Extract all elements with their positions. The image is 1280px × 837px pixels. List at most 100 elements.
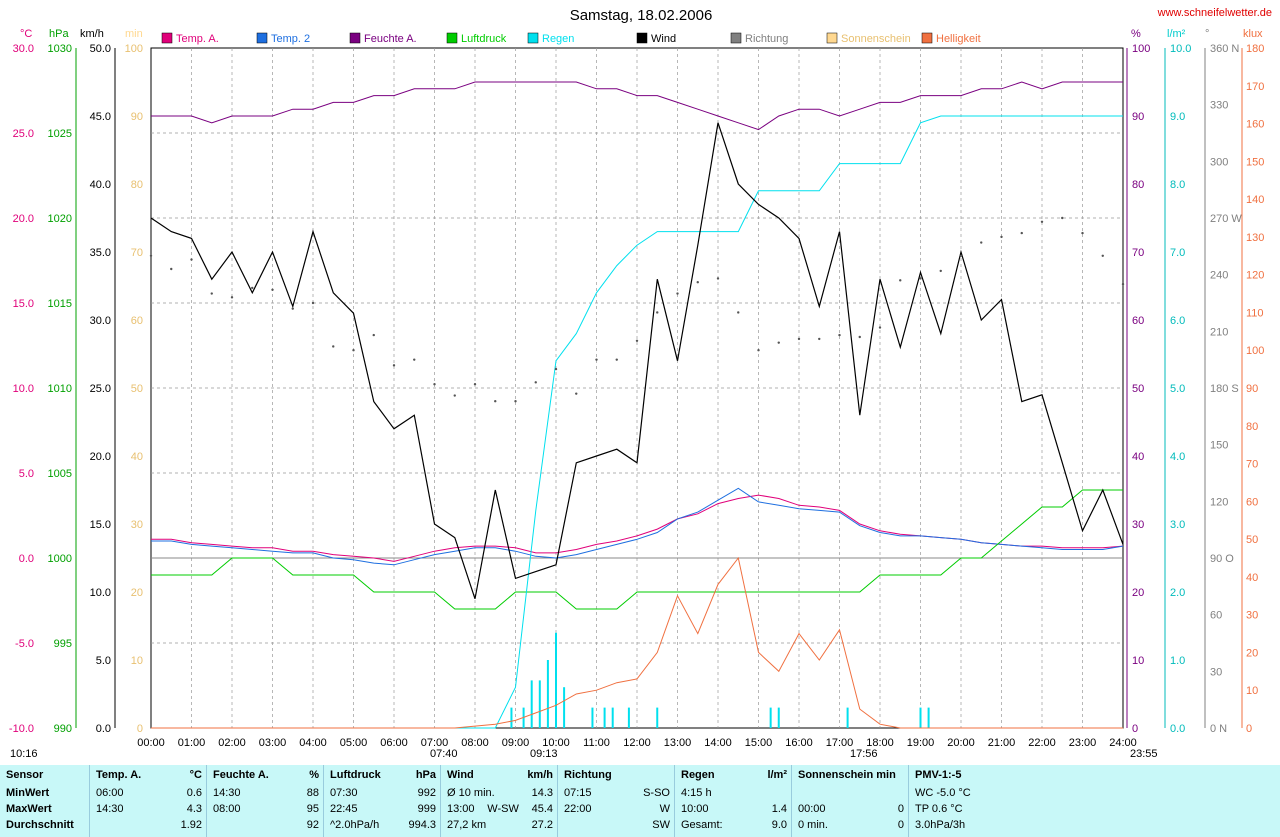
direction-point <box>595 358 598 361</box>
hum-axis-tick: 70 <box>1132 247 1144 259</box>
temp-unit-label: °C <box>20 28 32 40</box>
hum-header: Feuchte A. <box>213 769 269 781</box>
row-min-label: MinWert <box>6 787 50 799</box>
wind-max: 45.4 <box>531 803 553 815</box>
direction-point <box>1061 216 1064 220</box>
rain-duration: 4:15 h <box>681 787 712 799</box>
temp-axis-tick: -10.0 <box>9 723 34 735</box>
press-axis-tick: 1000 <box>48 553 72 565</box>
temp-axis-tick: 5.0 <box>19 468 34 480</box>
wind-axis-tick: 40.0 <box>90 179 111 191</box>
klux-axis-tick: 90 <box>1246 383 1258 395</box>
time-marker: 10:16 <box>10 748 38 760</box>
wind-axis-tick: 5.0 <box>96 655 111 667</box>
min-axis-tick: 0 <box>137 723 143 735</box>
min-axis-tick: 60 <box>131 315 143 327</box>
legend: Temp. A. Temp. 2 Feuchte A. Luftdruck Regen W… <box>161 32 981 45</box>
rain-max-time: 10:00 <box>681 803 709 815</box>
col-sun: Sonnenschein min 00:00 0 0 min. 0 <box>792 765 909 837</box>
direction-point <box>473 383 477 386</box>
rain-axis-tick: 8.0 <box>1170 179 1185 191</box>
hour-label: 05:00 <box>340 737 368 749</box>
direction-point <box>575 392 578 395</box>
direction-point <box>453 394 456 397</box>
direction-point <box>190 258 193 261</box>
col-sensor: Sensor MinWert MaxWert Durchschnitt <box>0 765 90 837</box>
rise2-marker: 09:13 <box>530 748 558 760</box>
temp-axis-tick: 30.0 <box>13 43 34 55</box>
direction-point <box>534 381 537 384</box>
series-temp-2 <box>151 487 1124 566</box>
press-unit: hPa <box>415 769 436 781</box>
hum-axis-tick: 80 <box>1132 179 1144 191</box>
sunrise-marker: 07:40 <box>430 748 458 760</box>
direction-point <box>1040 220 1044 223</box>
hour-label: 14:00 <box>704 737 732 749</box>
direction-point <box>210 292 213 295</box>
press-axis-tick: 1030 <box>48 43 72 55</box>
direction-point <box>372 333 375 337</box>
press-axis-tick: 1005 <box>48 468 72 480</box>
rain-axis-tick: 4.0 <box>1170 451 1185 463</box>
direction-point <box>716 277 720 280</box>
legend-label: Richtung <box>745 33 788 45</box>
x-axis-ticks: 00:00 01:00 02:00 03:00 04:00 05:00 06:00 07:00… <box>137 737 1137 749</box>
min-unit-label: min <box>125 28 143 40</box>
press-max: 999 <box>417 803 436 815</box>
chart-title: Samstag, 18.02.2006 <box>570 7 713 24</box>
klux-axis-tick: 180 <box>1246 43 1264 55</box>
hour-label: 17:00 <box>826 737 854 749</box>
pmv-windchill: WC -5.0 °C <box>915 787 971 799</box>
dir-axis-tick: 120 <box>1210 496 1228 508</box>
klux-axis-tick: 170 <box>1246 81 1264 93</box>
legend-swatch <box>826 32 838 44</box>
direction-point <box>554 367 558 371</box>
wind-avg10-label: Ø 10 min. <box>447 787 495 799</box>
direction-point <box>1000 235 1003 239</box>
hum-min-time: 14:30 <box>213 787 241 799</box>
direction-point <box>251 286 254 290</box>
hum-axis-tick: 100 <box>1132 43 1150 55</box>
direction-point <box>332 345 335 348</box>
hour-label: 08:00 <box>461 737 489 749</box>
dir-min-time: 07:15 <box>564 787 592 799</box>
site-link[interactable]: www.schneifelwetter.de <box>1157 7 1272 19</box>
wind-axis-tick: 50.0 <box>90 43 111 55</box>
hour-label: 23:00 <box>1069 737 1097 749</box>
legend-swatch <box>921 32 933 44</box>
stats-table: Sensor MinWert MaxWert Durchschnitt Temp… <box>0 765 1280 837</box>
temp-header: Temp. A. <box>96 769 142 781</box>
wind-axis-tick: 10.0 <box>90 587 111 599</box>
wind-unit-label: km/h <box>80 28 104 40</box>
rain-axis-tick: 7.0 <box>1170 247 1185 259</box>
min-axis-tick: 100 <box>125 43 143 55</box>
dir-axis-tick: 210 <box>1210 326 1228 338</box>
klux-axis-tick: 80 <box>1246 421 1258 433</box>
rain-axis-tick: 3.0 <box>1170 519 1185 531</box>
temp-axis-tick: 25.0 <box>13 128 34 140</box>
direction-point <box>980 241 983 244</box>
hum-axis-tick: 20 <box>1132 587 1144 599</box>
rain-header: Regen <box>681 769 715 781</box>
direction-point <box>737 311 740 314</box>
sun-max: 0 <box>897 803 904 815</box>
dir-axis-tick: 360 N <box>1210 43 1239 55</box>
hour-label: 10:00 <box>542 737 570 749</box>
hum-axis-tick: 60 <box>1132 315 1144 327</box>
temp-axis-tick: 10.0 <box>13 383 34 395</box>
direction-point <box>696 281 699 284</box>
sun-header: Sonnenschein min <box>798 769 896 781</box>
direction-point <box>149 254 153 257</box>
press-header: Luftdruck <box>330 769 381 781</box>
temp-axis-tick: 0.0 <box>19 553 34 565</box>
direction-point <box>1020 231 1023 235</box>
press-axis-tick: 1015 <box>48 298 72 310</box>
wind-axis-tick: 15.0 <box>90 519 111 531</box>
col-wind: Wind km/h Ø 10 min. 14.3 13:00 W-SW 45.4 27,… <box>441 765 558 837</box>
dir-header: Richtung <box>564 769 612 781</box>
series-luftdruck <box>151 489 1123 610</box>
direction-point <box>838 333 841 337</box>
hum-unit-label: % <box>1131 28 1141 40</box>
series-helligkeit <box>151 556 1123 729</box>
temp-max: 4.3 <box>186 803 202 815</box>
